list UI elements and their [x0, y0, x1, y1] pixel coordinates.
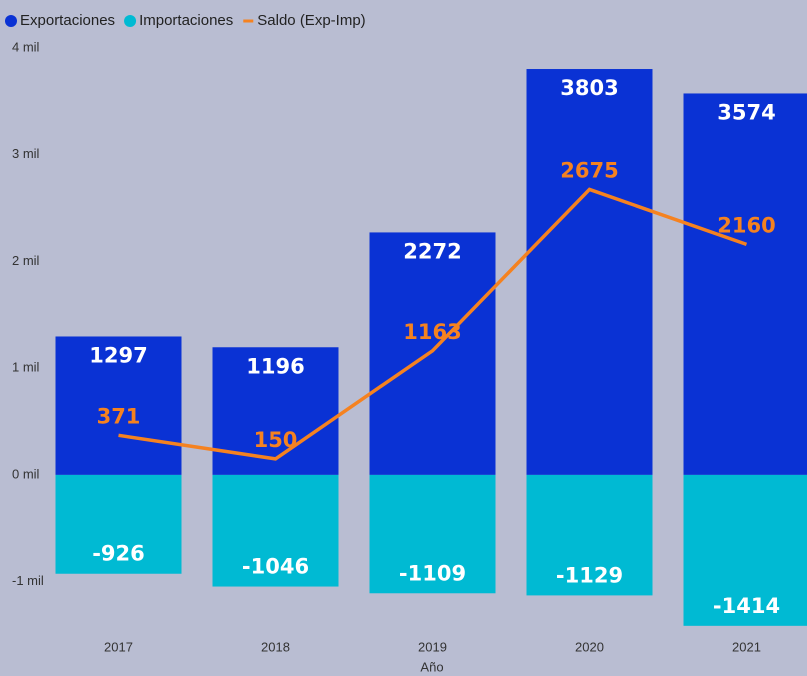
data-label: 1297: [89, 343, 147, 367]
data-label: 150: [254, 428, 298, 452]
data-label: -1414: [713, 594, 780, 618]
legend-label: Exportaciones: [20, 12, 115, 29]
legend-swatch: [124, 15, 137, 27]
data-label: 2272: [403, 239, 461, 263]
legend-swatch: [5, 15, 17, 27]
data-label: 1196: [246, 354, 304, 378]
data-label: 2675: [560, 158, 618, 182]
data-label: 2160: [717, 213, 775, 237]
bar: [369, 474, 496, 594]
y-tick-label: 2 mil: [12, 253, 40, 268]
x-tick-label: 2021: [732, 639, 761, 654]
bar: [55, 474, 182, 574]
data-label: 1163: [403, 320, 461, 344]
legend-label: Importaciones: [139, 12, 233, 29]
bar: [369, 232, 496, 475]
x-tick-label: 2020: [575, 639, 604, 654]
bar: [526, 69, 653, 475]
x-tick-label: 2019: [418, 639, 447, 654]
y-tick-label: -1 mil: [12, 573, 44, 588]
bar: [526, 474, 653, 596]
x-axis-title: Año: [420, 659, 443, 674]
data-label: -926: [92, 542, 145, 566]
y-tick-label: 0 mil: [12, 466, 40, 481]
y-tick-label: 4 mil: [12, 39, 40, 54]
data-label: -1046: [242, 555, 309, 579]
data-label: -1129: [556, 563, 623, 587]
data-label: 3803: [560, 76, 618, 100]
x-tick-label: 2017: [104, 639, 133, 654]
bar: [683, 474, 807, 626]
x-tick-label: 2018: [261, 639, 290, 654]
y-tick-label: 1 mil: [12, 360, 40, 375]
data-label: -1109: [399, 561, 466, 585]
bar: [212, 474, 339, 587]
y-tick-label: 3 mil: [12, 146, 40, 161]
bar: [683, 93, 807, 475]
data-label: 3574: [717, 100, 775, 124]
line: [118, 187, 748, 461]
legend-label: Saldo (Exp-Imp): [257, 12, 365, 29]
data-label: 371: [97, 404, 141, 428]
bar: [55, 336, 182, 475]
